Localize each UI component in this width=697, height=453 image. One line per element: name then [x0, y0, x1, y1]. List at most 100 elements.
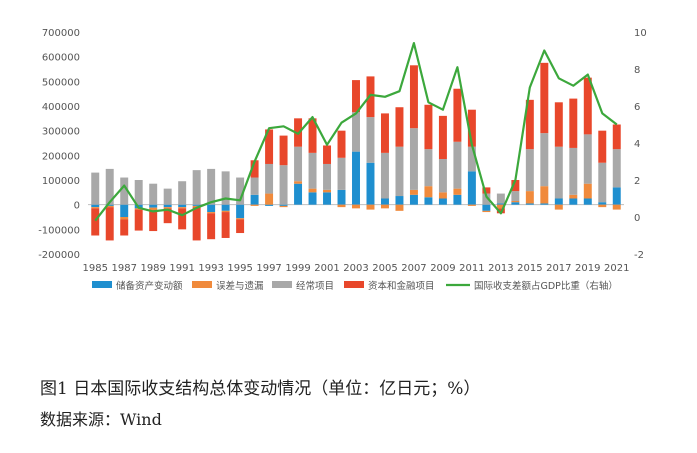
y-left-tick-label: 200000 — [42, 151, 80, 162]
x-tick-label: 2021 — [604, 263, 629, 274]
bar-reserve-assets — [178, 204, 187, 208]
bar-errors-omissions — [323, 189, 332, 193]
bar-reserve-assets — [482, 204, 491, 211]
bar-errors-omissions — [120, 217, 129, 220]
bar-capital-financial — [91, 208, 100, 236]
y-right-tick-label: 6 — [634, 102, 640, 113]
bar-capital-financial — [380, 113, 389, 153]
bar-reserve-assets — [221, 204, 230, 211]
bar-reserve-assets — [540, 203, 549, 205]
bar-current-account — [91, 172, 100, 205]
bar-errors-omissions — [163, 207, 172, 209]
bar-capital-financial — [149, 210, 158, 232]
bar-errors-omissions — [265, 193, 274, 205]
bar-current-account — [294, 146, 303, 182]
bar-capital-financial — [366, 76, 375, 118]
bar-current-account — [511, 191, 520, 201]
bar-current-account — [149, 183, 158, 205]
bar-reserve-assets — [149, 204, 158, 208]
x-tick-label: 1989 — [140, 263, 165, 274]
y-left-tick-label: 700000 — [42, 28, 80, 39]
bar-reserve-assets — [337, 189, 346, 205]
x-tick-label: 2017 — [546, 263, 571, 274]
bar-capital-financial — [352, 80, 360, 113]
bar-capital-financial — [540, 62, 549, 134]
bar-current-account — [380, 152, 389, 199]
bar-current-account — [323, 163, 332, 190]
legend-label: 经常项目 — [296, 280, 334, 292]
bar-reserve-assets — [496, 203, 505, 205]
bar-capital-financial — [308, 118, 317, 153]
bar-capital-financial — [265, 129, 274, 164]
bar-capital-financial — [482, 187, 491, 194]
bar-current-account — [105, 168, 114, 205]
bar-current-account — [525, 149, 534, 192]
x-tick-label: 1995 — [227, 263, 252, 274]
bar-capital-financial — [279, 135, 288, 166]
bar-errors-omissions — [308, 188, 317, 193]
bar-capital-financial — [192, 207, 201, 241]
bar-errors-omissions — [453, 188, 462, 195]
bar-capital-financial — [453, 88, 462, 142]
bar-errors-omissions — [540, 186, 549, 204]
y-left-tick-label: -100000 — [38, 225, 80, 236]
bar-capital-financial — [134, 209, 143, 231]
bar-current-account — [453, 141, 462, 189]
bar-reserve-assets — [207, 204, 216, 213]
bar-errors-omissions — [221, 210, 230, 213]
bar-errors-omissions — [366, 204, 375, 210]
bar-reserve-assets — [323, 192, 332, 205]
bar-current-account — [178, 181, 187, 205]
bar-capital-financial — [105, 207, 114, 241]
bar-current-account — [554, 146, 563, 199]
x-tick-label: 2011 — [459, 263, 484, 274]
bar-errors-omissions — [178, 207, 187, 209]
bar-capital-financial — [250, 160, 259, 178]
bar-reserve-assets — [467, 171, 476, 205]
bar-capital-financial — [207, 213, 216, 240]
y-left-tick-label: 100000 — [42, 176, 80, 187]
bar-reserve-assets — [366, 162, 375, 205]
bar-current-account — [207, 168, 216, 205]
y-right-tick-label: 8 — [634, 65, 640, 76]
legend-label: 资本和金融项目 — [368, 280, 435, 292]
bar-current-account — [236, 177, 245, 205]
bar-current-account — [395, 146, 404, 197]
bar-errors-omissions — [438, 192, 447, 199]
bar-errors-omissions — [149, 207, 158, 211]
x-axis: 1985 1987 1989 1991 1993 1995 1997 1999 2001 2003… — [83, 263, 630, 274]
bar-current-account — [612, 149, 621, 188]
y-right-tick-label: 4 — [634, 139, 640, 150]
bar-errors-omissions — [337, 204, 346, 208]
y-left-tick-label: 0 — [74, 201, 80, 212]
x-tick-label: 1999 — [285, 263, 310, 274]
bar-errors-omissions — [612, 204, 621, 210]
bar-errors-omissions — [525, 191, 534, 204]
y-axis-left: -200000 -100000 0 100000 200000 300000 400000 5… — [38, 28, 80, 261]
bar-capital-financial — [554, 102, 563, 147]
bar-current-account — [221, 171, 230, 205]
x-tick-label: 2003 — [343, 263, 368, 274]
bar-reserve-assets — [352, 151, 360, 205]
bar-current-account — [496, 193, 505, 204]
x-tick-label: 2019 — [575, 263, 600, 274]
x-tick-label: 2013 — [488, 263, 513, 274]
bar-reserve-assets — [265, 204, 274, 206]
bar-reserve-assets — [453, 194, 462, 205]
y-right-tick-label: 0 — [634, 213, 640, 224]
bar-reserve-assets — [438, 198, 447, 205]
bar-reserve-assets — [294, 183, 303, 205]
y-axis-right: -2 0 2 4 6 8 10 — [634, 28, 647, 261]
bar-errors-omissions — [395, 204, 404, 211]
bar-reserve-assets — [569, 198, 578, 205]
bar-capital-financial — [337, 130, 346, 158]
bar-reserve-assets — [395, 196, 404, 205]
bar-stacks — [91, 62, 621, 241]
y-left-tick-label: 400000 — [42, 102, 80, 113]
bar-capital-financial — [221, 212, 230, 238]
legend-label: 储备资产变动额 — [116, 280, 183, 292]
x-tick-label: 1991 — [169, 263, 194, 274]
bar-capital-financial — [612, 124, 621, 150]
bar-current-account — [598, 162, 607, 203]
bar-errors-omissions — [294, 181, 303, 184]
